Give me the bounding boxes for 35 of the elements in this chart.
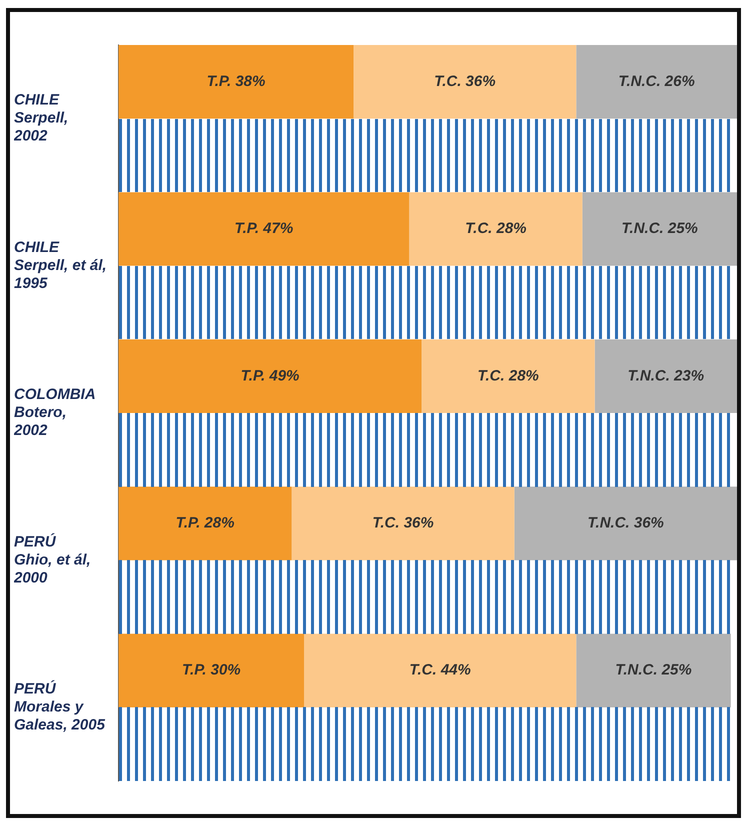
- bar: [292, 486, 514, 560]
- data-label: T.N.C. 25%: [615, 662, 692, 679]
- y-tick-label: PERÚ Morales y Galeas, 2005: [14, 680, 106, 734]
- y-tick-label: CHILE Serpell, 2002: [13, 92, 68, 145]
- bar: [576, 634, 731, 708]
- bar: [118, 486, 292, 560]
- data-label: T.N.C. 36%: [587, 514, 664, 532]
- data-label: T.P. 28%: [176, 514, 234, 532]
- data-label: T.C. 28%: [477, 367, 539, 384]
- data-label: T.P. 38%: [206, 72, 266, 90]
- y-tick-label: CHILE Serpell, et ál, 1995: [14, 238, 107, 292]
- data-label: T.C. 44%: [409, 662, 471, 679]
- bar: [118, 45, 354, 119]
- bar: [304, 634, 576, 708]
- bar: [409, 192, 582, 266]
- bar: [576, 45, 737, 119]
- bar: [594, 339, 737, 413]
- bar: [422, 339, 595, 413]
- y-tick-label: PERÚ Ghio, et ál, 2000: [13, 532, 91, 586]
- y-tick-label: COLOMBIA Botero, 2002: [13, 386, 96, 440]
- bar: [118, 634, 304, 708]
- data-label: T.N.C. 26%: [618, 72, 695, 90]
- data-label: T.C. 36%: [372, 514, 434, 532]
- bar: [118, 339, 422, 413]
- data-label: T.N.C. 25%: [621, 220, 698, 238]
- data-label: T.C. 28%: [465, 220, 527, 238]
- data-label: T.P. 49%: [240, 367, 300, 384]
- data-label: T.P. 30%: [182, 662, 241, 679]
- bar: [118, 192, 410, 266]
- bar: [582, 192, 737, 266]
- data-label: T.N.C. 23%: [628, 367, 704, 384]
- data-label: T.P. 47%: [234, 220, 294, 238]
- data-label: T.C. 36%: [434, 72, 496, 90]
- bar: [514, 486, 737, 560]
- bar: [354, 45, 576, 119]
